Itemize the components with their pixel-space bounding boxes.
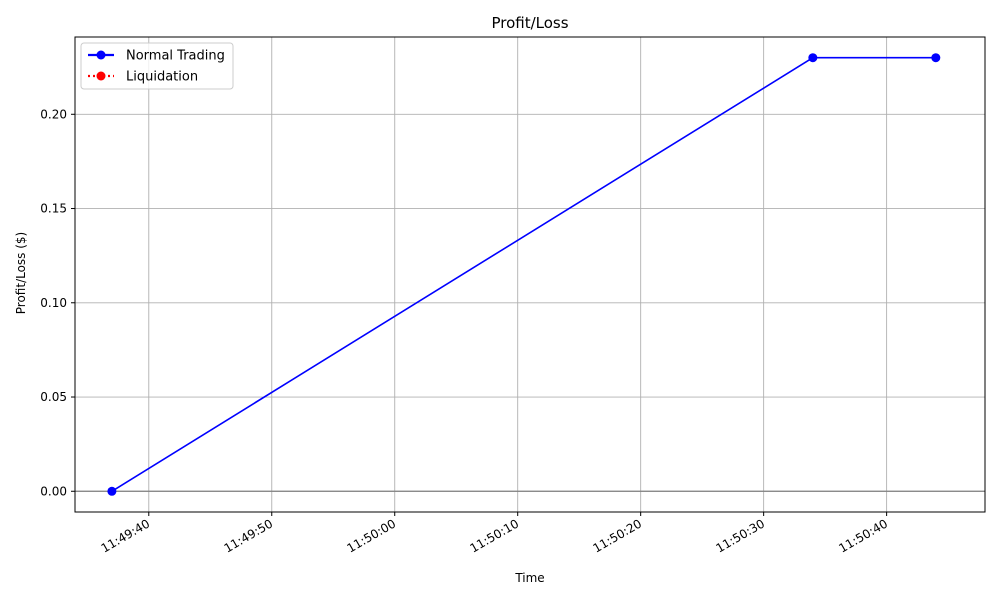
y-tick-label: 0.05 xyxy=(40,390,67,404)
legend-label: Normal Trading xyxy=(126,49,225,64)
legend-label: Liquidation xyxy=(126,70,198,85)
chart-title: Profit/Loss xyxy=(491,14,568,32)
legend-marker xyxy=(96,71,106,81)
legend: Normal Trading Liquidation xyxy=(80,42,234,90)
legend-marker xyxy=(96,50,106,60)
y-tick-label: 0.20 xyxy=(40,107,67,121)
y-axis-ticks: 0.00 0.05 0.10 0.15 0.20 xyxy=(40,107,75,498)
y-tick-label: 0.00 xyxy=(40,484,67,498)
y-tick-label: 0.10 xyxy=(40,296,67,310)
data-point xyxy=(808,53,818,63)
series-layer xyxy=(107,53,941,496)
y-axis-label: Profit/Loss ($) xyxy=(14,232,28,314)
y-tick-label: 0.15 xyxy=(40,202,67,216)
plot-frame xyxy=(74,36,986,513)
x-axis-label: Time xyxy=(514,571,544,585)
data-point xyxy=(107,486,117,496)
data-point xyxy=(931,53,941,63)
legend-box xyxy=(80,42,234,90)
grid xyxy=(75,37,985,512)
